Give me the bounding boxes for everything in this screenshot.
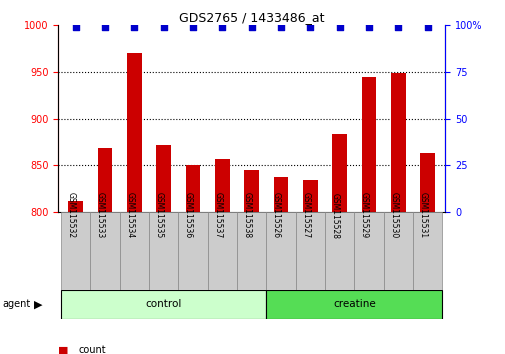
Text: GSM115532: GSM115532 xyxy=(67,193,76,239)
Bar xyxy=(244,170,259,212)
Text: GSM115528: GSM115528 xyxy=(330,193,339,239)
Bar xyxy=(127,53,141,212)
Text: GSM115531: GSM115531 xyxy=(418,193,427,239)
Bar xyxy=(354,212,383,290)
Bar xyxy=(324,212,353,290)
Point xyxy=(218,24,226,29)
Point xyxy=(247,24,256,29)
Bar xyxy=(185,165,200,212)
Text: creatine: creatine xyxy=(332,299,375,309)
Bar xyxy=(266,212,295,290)
Bar xyxy=(208,212,237,290)
Bar xyxy=(215,159,229,212)
Text: GSM115529: GSM115529 xyxy=(360,193,368,239)
Bar xyxy=(266,290,441,319)
Bar xyxy=(61,290,266,319)
Text: GSM115536: GSM115536 xyxy=(184,192,193,239)
Bar xyxy=(383,212,412,290)
Bar xyxy=(68,201,83,212)
Point xyxy=(276,24,284,29)
Text: control: control xyxy=(145,299,182,309)
Point xyxy=(160,24,168,29)
Point xyxy=(335,24,343,29)
Bar xyxy=(302,179,317,212)
Bar xyxy=(178,212,208,290)
Text: GSM115537: GSM115537 xyxy=(213,192,222,239)
Bar xyxy=(420,153,434,212)
Point xyxy=(393,24,401,29)
Text: count: count xyxy=(78,346,106,354)
Point xyxy=(101,24,109,29)
Text: agent: agent xyxy=(3,299,31,309)
Text: GSM115538: GSM115538 xyxy=(242,193,251,239)
Text: ■: ■ xyxy=(58,346,69,354)
Text: GSM115527: GSM115527 xyxy=(301,193,310,239)
Point xyxy=(423,24,431,29)
Text: GSM115533: GSM115533 xyxy=(96,192,105,239)
Text: GSM115530: GSM115530 xyxy=(388,192,397,239)
Bar xyxy=(120,212,149,290)
Bar xyxy=(332,133,346,212)
Bar xyxy=(149,212,178,290)
Bar xyxy=(61,212,90,290)
Point xyxy=(130,24,138,29)
Bar xyxy=(90,212,120,290)
Point xyxy=(306,24,314,29)
Title: GDS2765 / 1433486_at: GDS2765 / 1433486_at xyxy=(179,11,324,24)
Bar xyxy=(97,148,112,212)
Bar xyxy=(237,212,266,290)
Bar xyxy=(361,77,376,212)
Bar xyxy=(273,177,288,212)
Point xyxy=(364,24,372,29)
Text: ▶: ▶ xyxy=(34,299,43,309)
Text: GSM115526: GSM115526 xyxy=(272,193,280,239)
Bar xyxy=(390,73,405,212)
Point xyxy=(189,24,197,29)
Text: GSM115535: GSM115535 xyxy=(155,192,164,239)
Bar xyxy=(295,212,324,290)
Text: GSM115534: GSM115534 xyxy=(125,192,134,239)
Point xyxy=(72,24,80,29)
Bar xyxy=(156,145,171,212)
Bar xyxy=(412,212,441,290)
